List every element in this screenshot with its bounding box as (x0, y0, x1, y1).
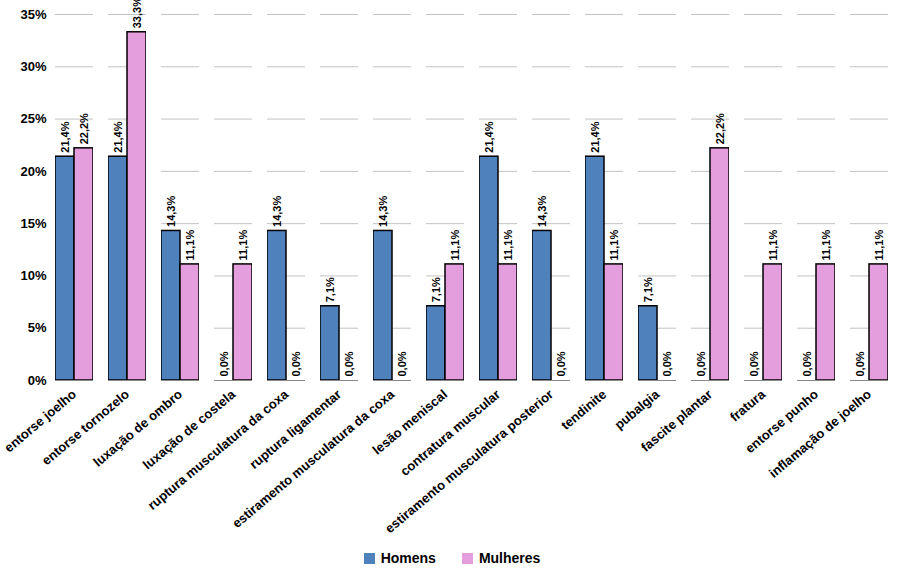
svg-text:11,1%: 11,1% (184, 230, 196, 261)
svg-text:11,1%: 11,1% (767, 230, 779, 261)
svg-text:5%: 5% (28, 320, 47, 335)
svg-text:lesão meniscal: lesão meniscal (369, 386, 451, 458)
svg-text:20%: 20% (20, 164, 46, 179)
svg-text:0,0%: 0,0% (695, 351, 707, 376)
svg-text:11,1%: 11,1% (873, 230, 885, 261)
svg-text:luxação de costela: luxação de costela (140, 386, 239, 472)
svg-text:inflamação de joelho: inflamação de joelho (766, 387, 874, 481)
svg-text:entorse tornozelo: entorse tornozelo (39, 387, 132, 469)
svg-text:0,0%: 0,0% (290, 351, 302, 376)
svg-text:entorse punho: entorse punho (742, 386, 822, 457)
svg-text:11,1%: 11,1% (820, 230, 832, 261)
svg-text:25%: 25% (20, 111, 46, 126)
svg-text:contratura muscular: contratura muscular (397, 387, 503, 479)
svg-text:14,3%: 14,3% (377, 196, 389, 227)
svg-text:luxação de ombro: luxação de ombro (90, 387, 185, 470)
svg-text:35%: 35% (20, 7, 46, 22)
svg-text:tendinite: tendinite (558, 387, 609, 433)
svg-text:7,1%: 7,1% (324, 277, 336, 302)
html-text:Homens: Homens (380, 550, 436, 566)
svg-text:22,2%: 22,2% (78, 113, 90, 144)
svg-text:14,3%: 14,3% (271, 196, 283, 227)
svg-text:0,0%: 0,0% (343, 351, 355, 376)
svg-text:15%: 15% (20, 216, 46, 231)
svg-text:10%: 10% (20, 268, 46, 283)
svg-text:30%: 30% (20, 59, 46, 74)
svg-text:0,0%: 0,0% (661, 351, 673, 376)
svg-text:11,1%: 11,1% (608, 230, 620, 261)
svg-text:14,3%: 14,3% (536, 196, 548, 227)
svg-text:14,3%: 14,3% (165, 196, 177, 227)
svg-text:entorse joelho: entorse joelho (1, 386, 80, 456)
svg-text:21,4%: 21,4% (483, 121, 495, 152)
svg-text:21,4%: 21,4% (59, 121, 71, 152)
svg-text:estiramento musculatura da cox: estiramento musculatura da coxa (229, 386, 398, 531)
svg-text:fratura: fratura (727, 386, 769, 424)
svg-text:21,4%: 21,4% (112, 121, 124, 152)
svg-text:11,1%: 11,1% (237, 230, 249, 261)
svg-text:21,4%: 21,4% (589, 121, 601, 152)
svg-text:11,1%: 11,1% (502, 230, 514, 261)
svg-text:0,0%: 0,0% (396, 351, 408, 376)
svg-text:0,0%: 0,0% (555, 351, 567, 376)
svg-text:estiramento musculatura poster: estiramento musculatura posterior (382, 387, 556, 536)
svg-text:7,1%: 7,1% (430, 277, 442, 302)
svg-text:0,0%: 0,0% (801, 351, 813, 376)
svg-text:33,3%: 33,3% (131, 0, 143, 28)
svg-text:11,1%: 11,1% (449, 230, 461, 261)
svg-text:22,2%: 22,2% (714, 113, 726, 144)
svg-text:7,1%: 7,1% (642, 277, 654, 302)
svg-text:0,0%: 0,0% (218, 351, 230, 376)
svg-text:0,0%: 0,0% (748, 351, 760, 376)
svg-text:ruptura musculatura da coxa: ruptura musculatura da coxa (144, 386, 292, 513)
html-text:Mulheres: Mulheres (478, 550, 541, 566)
svg-text:fascite plantar: fascite plantar (638, 387, 715, 455)
svg-text:0,0%: 0,0% (854, 351, 866, 376)
svg-text:pubalgia: pubalgia (612, 386, 663, 432)
svg-text:0%: 0% (28, 373, 47, 388)
svg-text:ruptura ligamentar: ruptura ligamentar (246, 387, 344, 472)
